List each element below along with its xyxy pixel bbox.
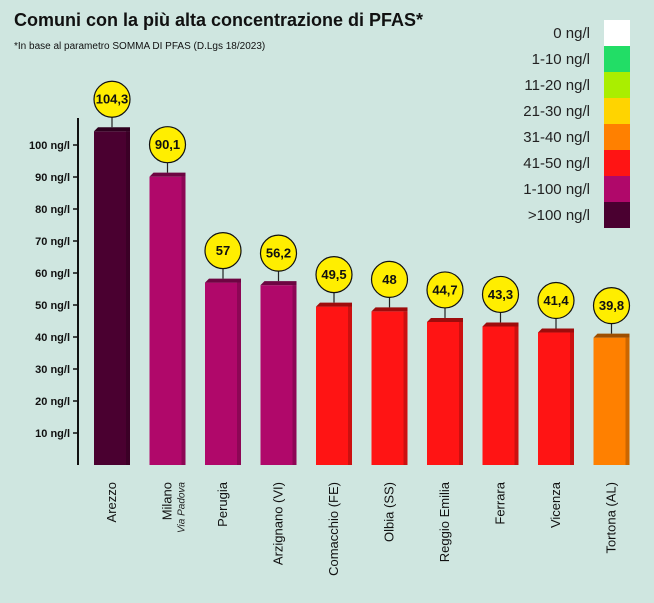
legend-swatch (604, 176, 630, 202)
bar-top (94, 127, 130, 132)
bar-side (625, 337, 630, 465)
value-label-bubble (537, 281, 575, 320)
legend-label: 11-20 ng/l (524, 77, 590, 94)
category-label: Arzignano (VI) (271, 482, 286, 565)
value-label: 104,3 (96, 92, 129, 107)
bar (538, 332, 574, 465)
value-label: 44,7 (432, 282, 457, 297)
value-label: 56,2 (266, 246, 291, 261)
bar (260, 285, 297, 465)
legend-label: 1-100 ng/l (523, 181, 590, 198)
y-tick-label: 80 ng/l (35, 204, 70, 216)
value-label: 48 (382, 272, 396, 287)
bar-side (292, 285, 297, 465)
legend-label: 1-10 ng/l (531, 51, 590, 68)
legend-label: 31-40 ng/l (523, 129, 590, 146)
legend-swatch (604, 72, 630, 98)
legend-swatch (604, 20, 630, 46)
category-label: Ferrara (493, 481, 508, 524)
bar-top (482, 322, 519, 327)
bar-side (237, 282, 241, 465)
bar (593, 337, 630, 465)
legend-item: 31-40 ng/l (470, 124, 630, 150)
bar-top (205, 278, 241, 283)
category-label: Vicenza (548, 481, 563, 528)
value-label: 49,5 (321, 267, 346, 282)
legend-item: >100 ng/l (470, 202, 630, 228)
bar-top (593, 333, 630, 338)
category-label: Perugia (215, 481, 230, 527)
bar-top (538, 328, 574, 333)
value-label-bubble (93, 80, 131, 118)
value-label-bubble (481, 275, 520, 314)
value-label: 57 (216, 243, 230, 258)
legend-label: 41-50 ng/l (523, 155, 590, 172)
value-label-bubble (426, 271, 464, 309)
bar (427, 321, 463, 465)
bar (205, 282, 241, 465)
bar (149, 176, 186, 465)
bar-top (149, 172, 186, 177)
y-tick-label: 10 ng/l (35, 428, 70, 440)
y-tick-label: 70 ng/l (35, 236, 70, 248)
legend-item: 41-50 ng/l (470, 150, 630, 176)
bar (94, 131, 130, 466)
y-tick-label: 30 ng/l (35, 364, 70, 376)
legend-swatch (604, 202, 630, 228)
category-label: Tortona (AL) (604, 482, 619, 554)
bar-side (459, 321, 463, 465)
category-sublabel: Via Padova (177, 482, 188, 533)
value-label-bubble (592, 287, 631, 325)
y-tick-label: 50 ng/l (35, 300, 70, 312)
bar-side (570, 332, 574, 465)
bar (316, 306, 352, 465)
value-label-bubble (259, 234, 298, 272)
value-label: 43,3 (488, 287, 513, 302)
value-label: 90,1 (155, 137, 180, 152)
legend-swatch (604, 150, 630, 176)
bar-side (348, 306, 352, 465)
y-tick-label: 20 ng/l (35, 396, 70, 408)
chart-title: Comuni con la più alta concentrazione di… (14, 10, 424, 30)
legend-label: 0 ng/l (553, 25, 590, 42)
bar (482, 326, 519, 465)
value-label: 39,8 (599, 298, 624, 313)
value-label-bubble (148, 126, 187, 164)
bar-top (260, 281, 297, 286)
legend-swatch (604, 124, 630, 150)
bar-top (427, 317, 463, 322)
category-label: Comacchio (FE) (326, 482, 341, 576)
legend-item: 1-100 ng/l (470, 176, 630, 202)
legend-swatch (604, 98, 630, 124)
y-tick-label: 100 ng/l (29, 140, 70, 152)
chart-subtitle: *In base al parametro SOMMA DI PFAS (D.L… (14, 41, 266, 52)
value-label: 41,4 (543, 293, 569, 308)
bar-side (126, 131, 130, 466)
category-label: Olbia (SS) (382, 482, 397, 542)
legend-item: 11-20 ng/l (470, 72, 630, 98)
value-label-bubble (204, 232, 242, 270)
legend-item: 21-30 ng/l (470, 98, 630, 124)
bar-side (403, 311, 408, 465)
bar-side (514, 326, 519, 465)
y-tick-label: 60 ng/l (35, 268, 70, 280)
value-label-bubble (370, 260, 409, 298)
bar-top (316, 302, 352, 307)
category-label: Reggio Emilia (437, 481, 452, 562)
legend-label: >100 ng/l (527, 207, 590, 224)
category-label: Milano (160, 482, 175, 520)
legend-label: 21-30 ng/l (523, 103, 590, 120)
y-tick-label: 90 ng/l (35, 172, 70, 184)
legend-swatch (604, 46, 630, 72)
y-tick-label: 40 ng/l (35, 332, 70, 344)
category-label: Arezzo (104, 482, 119, 522)
legend-item: 0 ng/l (470, 20, 630, 46)
value-label-bubble (315, 256, 353, 294)
bar-side (181, 176, 186, 465)
bar-top (371, 307, 408, 312)
bar (371, 311, 408, 465)
legend-item: 1-10 ng/l (470, 46, 630, 72)
